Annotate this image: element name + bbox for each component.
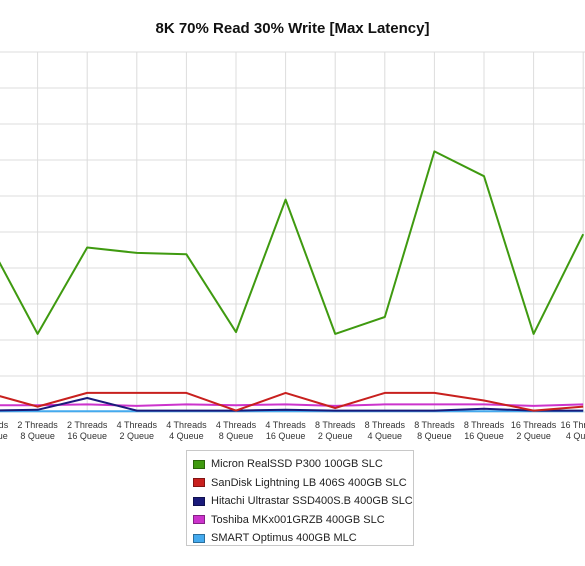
x-tick-label: 2 Threads (67, 420, 108, 430)
x-tick-label: 8 Threads (315, 420, 356, 430)
x-tick-label: 8 Queue (417, 431, 452, 441)
x-tick-label: 16 Queue (266, 431, 306, 441)
x-tick-label: 2 Queue (120, 431, 155, 441)
legend-item: Micron RealSSD P300 100GB SLC (193, 455, 407, 474)
legend-label: Toshiba MKx001GRZB 400GB SLC (211, 513, 385, 526)
chart-title: 8K 70% Read 30% Write [Max Latency] (155, 20, 430, 37)
x-tick-label: 16 Threads (511, 420, 557, 430)
legend-swatch (193, 478, 205, 488)
legend: Micron RealSSD P300 100GB SLC SanDisk Lig… (186, 450, 414, 546)
legend-swatch (193, 459, 205, 469)
x-tick-label: 16 Queue (0, 431, 8, 441)
x-tick-label: 8 Threads (365, 420, 406, 430)
x-tick-label: 2 Queue (516, 431, 551, 441)
x-tick-label: 8 Queue (20, 431, 55, 441)
x-tick-label: 4 Queue (169, 431, 204, 441)
series-layer (0, 150, 585, 413)
legend-item: Hitachi Ultrastar SSD400S.B 400GB SLC (193, 492, 413, 511)
legend-swatch (193, 515, 205, 525)
x-tick-label: 8 Queue (219, 431, 254, 441)
legend-label: SMART Optimus 400GB MLC (211, 532, 357, 545)
x-tick-label: 4 Queue (566, 431, 585, 441)
x-tick-label: 4 Queue (368, 431, 403, 441)
x-tick-label: 4 Threads (166, 420, 207, 430)
x-tick-label: 4 Threads (117, 420, 158, 430)
series-line-2 (0, 397, 584, 412)
series-line-1 (0, 391, 584, 412)
x-tick-label: 4 Threads (265, 420, 306, 430)
x-tick-label: 16 Queue (67, 431, 107, 441)
legend-item: Toshiba MKx001GRZB 400GB SLC (193, 511, 407, 530)
legend-swatch (193, 496, 205, 506)
x-tick-label: 2 Threads (17, 420, 58, 430)
grid-layer (0, 51, 585, 413)
x-tick-label: 8 Threads (464, 420, 505, 430)
x-tick-label: 2 Queue (318, 431, 353, 441)
x-tick-label: 8 Threads (414, 420, 455, 430)
x-tick-label: 16 Threads (561, 420, 585, 430)
legend-swatch (193, 533, 205, 543)
legend-label: SanDisk Lightning LB 406S 400GB SLC (211, 476, 407, 489)
legend-item: SanDisk Lightning LB 406S 400GB SLC (193, 474, 407, 493)
series-line-3 (0, 403, 584, 407)
legend-item: SMART Optimus 400GB MLC (193, 529, 407, 548)
x-tick-label: 16 Queue (464, 431, 504, 441)
legend-label: Micron RealSSD P300 100GB SLC (211, 458, 383, 471)
x-tick-label: 4 Threads (216, 420, 257, 430)
legend-label: Hitachi Ultrastar SSD400S.B 400GB SLC (211, 495, 413, 508)
x-tick-label: 1 Threads (0, 420, 9, 430)
series-line-0 (0, 150, 585, 335)
